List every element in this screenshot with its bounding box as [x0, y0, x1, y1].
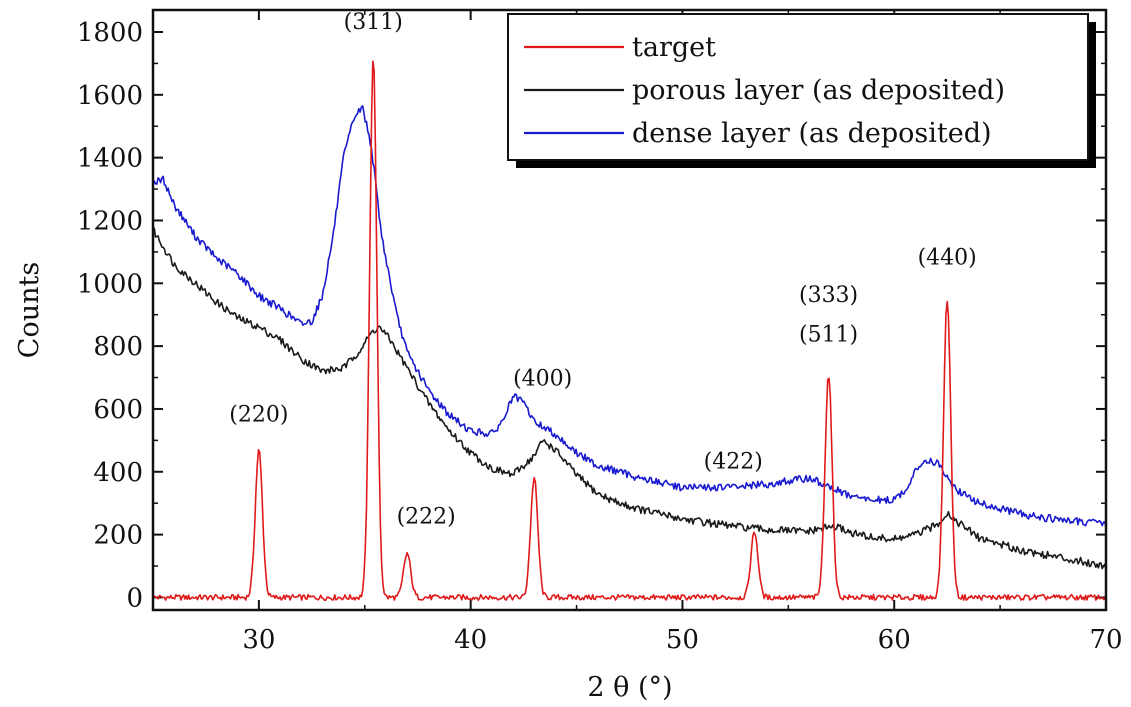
peak-label: (333) [799, 283, 858, 308]
peak-label: (220) [229, 403, 288, 428]
series-line-dense [152, 105, 1107, 528]
x-axis-title: 2 θ (°) [587, 672, 672, 703]
series-line-target [152, 60, 1107, 601]
y-tick-label: 1400 [77, 144, 143, 174]
y-tick-label: 800 [93, 332, 143, 362]
x-axis-ticks: 30 40 50 60 70 [152, 10, 1123, 655]
peak-label: (222) [397, 505, 456, 530]
y-axis-ticks: 0 200 400 600 800 1000 1200 1400 1600 1800 [77, 18, 1106, 613]
x-tick-label: 30 [242, 625, 275, 655]
legend-box [507, 13, 1089, 161]
peak-label: (400) [513, 366, 572, 391]
x-tick-label: 40 [454, 625, 487, 655]
y-tick-label: 0 [126, 583, 143, 613]
plot-frame [151, 8, 1108, 612]
y-tick-label: 1800 [77, 18, 143, 48]
x-tick-label: 50 [666, 625, 699, 655]
peak-label: (440) [918, 245, 977, 270]
x-tick-label: 60 [878, 625, 911, 655]
y-tick-label: 1000 [77, 269, 143, 299]
legend-label: porous layer (as deposited) [632, 75, 1005, 106]
y-tick-label: 1600 [77, 81, 143, 111]
series-line-porous [152, 227, 1107, 570]
peak-label: (511) [799, 322, 858, 347]
peak-label: (422) [704, 450, 763, 475]
series-group [152, 60, 1107, 601]
y-tick-label: 600 [93, 395, 143, 425]
legend-label: dense layer (as deposited) [632, 118, 992, 149]
x-tick-label: 70 [1089, 625, 1122, 655]
y-tick-label: 200 [93, 521, 143, 551]
y-axis-title: Counts [14, 262, 45, 358]
y-tick-label: 1200 [77, 206, 143, 236]
peak-label: (311) [344, 10, 403, 35]
peak-annotations: (220) (311) (222) (400) (422) (333) (511) (440) [229, 10, 976, 530]
y-tick-label: 400 [93, 458, 143, 488]
legend-label: target [632, 32, 716, 63]
legend: target porous layer (as deposited) dense l… [507, 13, 1096, 168]
